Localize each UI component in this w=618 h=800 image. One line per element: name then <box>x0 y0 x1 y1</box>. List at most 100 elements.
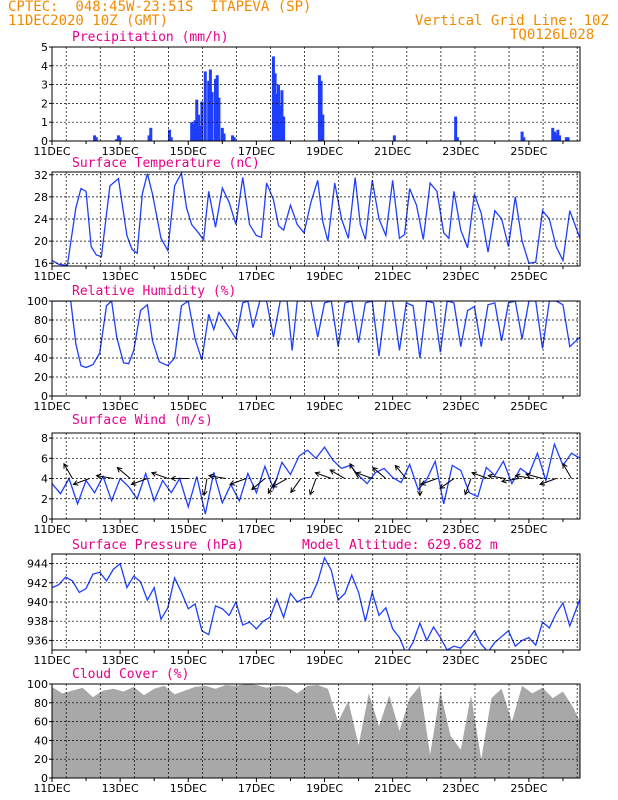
pressure-xtick-label: 19DEC <box>306 654 343 667</box>
wind-arrow-shaft <box>464 478 472 495</box>
pressure-ytick-label: 942 <box>27 577 48 590</box>
precip-bar <box>118 137 122 141</box>
temperature-xtick-label: 15DEC <box>170 270 207 283</box>
humidity-ytick-label: 20 <box>34 371 48 384</box>
temperature-frame <box>51 171 581 267</box>
temperature-xtick-label: 17DEC <box>238 270 275 283</box>
temperature-panel: 16 20 24 28 32 11DEC 13DEC 15DEC 17DEC 19DEC 21DEC… <box>33 156 581 283</box>
precip-ytick-label: 4 <box>41 60 48 73</box>
wind-arrow-head <box>271 482 278 488</box>
pressure-ytick-label: 940 <box>27 596 48 609</box>
precip-bar <box>552 131 556 141</box>
wind-arrow-head <box>471 471 478 477</box>
cloud-xtick-label: 25DEC <box>510 782 547 795</box>
wind-arrow-shaft <box>208 475 226 480</box>
wind-arrow-shaft <box>251 478 266 490</box>
wind-arrow-head <box>63 462 69 469</box>
precip-bar <box>556 129 560 141</box>
wind-arrow-shaft <box>63 463 73 479</box>
wind-arrow <box>116 466 131 479</box>
wind-arrow-head <box>355 471 362 477</box>
humidity-xtick-label: 23DEC <box>442 400 479 413</box>
station-header: CPTEC: 048:45W-23:51S ITAPEVA (SP) <box>8 0 312 15</box>
pressure-line <box>52 556 580 650</box>
wind-arrow <box>130 478 148 486</box>
wind-arrow <box>349 462 360 479</box>
wind-arrow-head <box>72 480 79 486</box>
wind-arrow <box>539 478 557 486</box>
precip-bar <box>94 137 98 141</box>
humidity-ytick-label: 80 <box>34 314 48 327</box>
wind-arrow-head <box>525 472 532 478</box>
wind-arrow-shaft <box>540 478 557 485</box>
pressure-xtick-label: 11DEC <box>33 654 70 667</box>
grid-note: Vertical Grid Line: 10Z <box>415 13 609 29</box>
wind-arrow-shaft <box>309 478 317 495</box>
precip-bar <box>191 124 195 141</box>
wind-arrow-shaft <box>203 478 208 496</box>
wind-arrow-shaft <box>230 478 247 485</box>
wind-arrow-head <box>539 480 546 486</box>
wind-arrow <box>463 478 472 496</box>
precip-bar <box>214 78 218 141</box>
precip-ytick-label: 5 <box>41 41 48 54</box>
precip-xtick-label: 17DEC <box>238 145 275 158</box>
wind-xtick-label: 11DEC <box>33 523 70 536</box>
cloud-xtick-label: 11DEC <box>33 782 70 795</box>
precip-bar <box>231 135 235 141</box>
wind-arrow-head <box>267 488 273 495</box>
wind-ytick-label: 2 <box>41 493 48 506</box>
cloud-ytick-label: 80 <box>34 697 48 710</box>
precip-bar <box>210 92 214 141</box>
pressure-xtick-label: 15DEC <box>170 654 207 667</box>
wind-xtick-label: 13DEC <box>102 523 139 536</box>
wind-arrow <box>514 473 533 480</box>
precip-xtick-label: 11DEC <box>33 145 70 158</box>
precip-bar <box>392 135 396 141</box>
wind-arrow-head <box>170 475 176 482</box>
wind-ytick-label: 6 <box>41 452 48 465</box>
precip-bar <box>277 84 281 141</box>
wind-arrow <box>229 478 247 486</box>
precip-bar <box>522 137 526 141</box>
precip-bar <box>232 137 236 141</box>
precip-bar <box>220 127 224 141</box>
wind-arrow-shaft <box>329 469 346 479</box>
wind-frame <box>51 432 581 520</box>
wind-arrow <box>201 478 208 497</box>
wind-arrow-head <box>229 480 236 486</box>
cloud-title: Cloud Cover (%) <box>72 667 189 682</box>
wind-arrow-shaft <box>356 472 373 479</box>
wind-arrow-shaft <box>515 475 533 480</box>
temperature-xtick-label: 19DEC <box>306 270 343 283</box>
panels-layer: 0 1 2 3 4 5 11DEC 13DEC 15DEC 17DEC 19DEC 21DEC 23DE… <box>27 30 581 795</box>
wind-arrow-head <box>308 489 315 496</box>
precip-ytick-label: 2 <box>41 97 48 110</box>
pressure-xtick-label: 13DEC <box>102 654 139 667</box>
precip-bar <box>321 114 325 141</box>
humidity-frame <box>51 300 581 397</box>
cloud-xtick-label: 19DEC <box>306 782 343 795</box>
wind-arrow-head <box>394 464 401 471</box>
wind-arrow-shaft <box>501 478 519 482</box>
wind-arrow-head <box>251 484 257 491</box>
wind-arrow <box>251 478 266 491</box>
humidity-ytick-label: 60 <box>34 333 48 346</box>
precip-bar <box>275 94 279 141</box>
precip-xtick-label: 15DEC <box>170 145 207 158</box>
wind-arrow-head <box>417 490 423 497</box>
precip-bar <box>222 133 226 141</box>
wind-arrow-head <box>95 473 102 480</box>
cloud-ytick-label: 100 <box>27 678 48 691</box>
precip-bar <box>217 97 221 141</box>
pressure-ytick-label: 944 <box>27 558 48 571</box>
precip-bar <box>93 135 97 141</box>
wind-arrow-shaft <box>420 478 438 485</box>
pressure-title: Surface Pressure (hPa) <box>72 538 244 553</box>
wind-arrow-head <box>562 462 568 469</box>
precip-bar <box>215 75 219 141</box>
wind-ytick-label: 8 <box>41 432 48 445</box>
precip-bar <box>273 73 277 141</box>
pressure-ytick-label: 936 <box>27 634 48 647</box>
pressure-xtick-label: 21DEC <box>374 654 411 667</box>
